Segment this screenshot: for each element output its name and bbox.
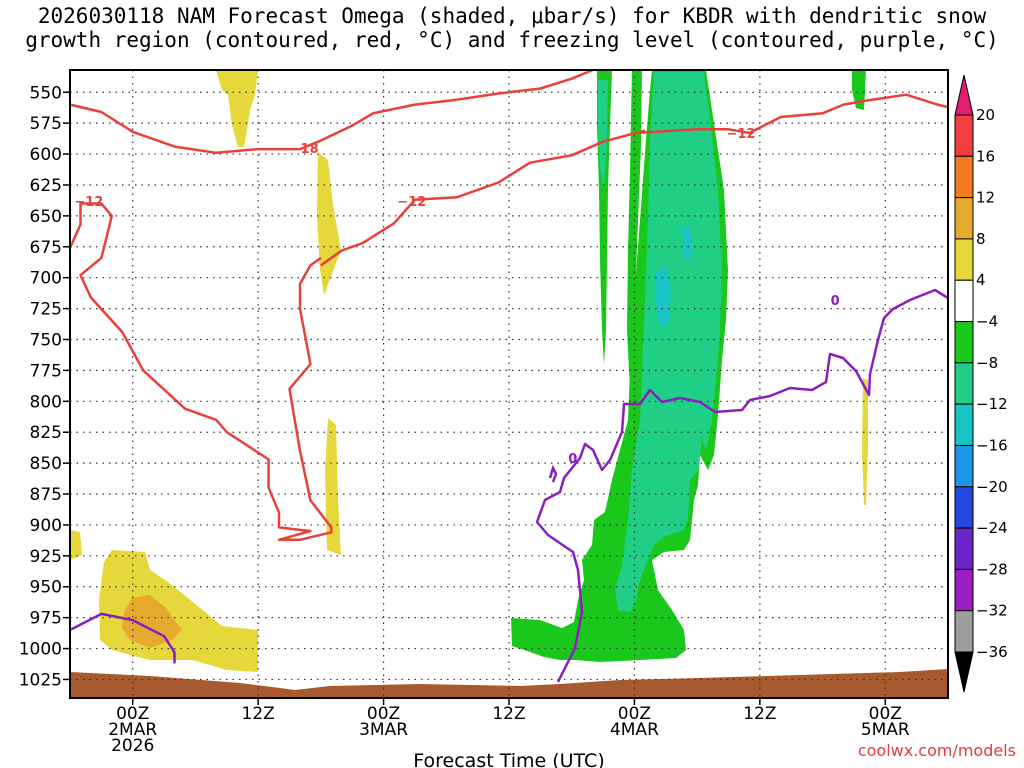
x-tick-label: 2026	[111, 736, 154, 756]
y-tick-label: 600	[30, 145, 62, 165]
colorbar-label: −24	[976, 519, 1008, 537]
omega-shade-yellow	[862, 378, 868, 505]
y-tick-label: 675	[30, 238, 62, 258]
y-tick-label: 750	[30, 330, 62, 350]
omega-shade-yellow	[70, 530, 82, 560]
y-tick-label: 900	[30, 516, 62, 536]
dgz-contour	[68, 202, 333, 542]
dgz-contour-label: −18	[290, 142, 319, 157]
dgz-contour	[320, 129, 646, 267]
credit-text: coolwx.com/models	[858, 741, 1016, 760]
colorbar-label: −8	[976, 354, 998, 372]
colorbar-label: −16	[976, 436, 1008, 454]
colorbar-label: −20	[976, 478, 1008, 496]
omega-shade-yellow	[216, 70, 258, 147]
y-tick-label: 800	[30, 392, 62, 412]
colorbar-swatch	[954, 197, 974, 240]
dgz-contour	[69, 68, 594, 155]
dgz-contour	[634, 93, 949, 135]
colorbar-swatch	[954, 155, 974, 199]
y-tick-label: 700	[30, 269, 62, 289]
dgz-contour-label: −12	[727, 127, 756, 142]
colorbar-swatch	[954, 444, 974, 488]
colorbar-label: 16	[976, 147, 995, 165]
freezing-contour-label: 0	[568, 452, 577, 467]
freezing-contour-label: 0	[831, 294, 840, 309]
omega-shading	[70, 70, 948, 698]
y-tick-label: 650	[30, 207, 62, 227]
y-tick-label: 925	[30, 547, 62, 567]
colorbar-label: 20	[976, 106, 995, 124]
colorbar-label: −36	[976, 643, 1008, 661]
freezing-level-contour	[548, 464, 558, 483]
colorbar-label: 4	[976, 271, 986, 289]
colorbar-label: −28	[976, 560, 1008, 578]
colorbar-swatch	[954, 238, 974, 281]
omega-shade-orange	[122, 595, 182, 648]
colorbar-swatch	[954, 486, 974, 529]
omega-shade-yellow	[325, 418, 341, 555]
omega-shade-yellow	[99, 550, 258, 672]
y-tick-label: 775	[30, 361, 62, 381]
colorbar-swatch	[954, 114, 974, 157]
terrain-band	[70, 669, 948, 698]
colorbar-swatch	[954, 610, 974, 653]
omega-shade-teal	[598, 80, 608, 190]
colorbar-label: −4	[976, 313, 998, 331]
x-tick-label: 5MAR	[861, 720, 910, 740]
x-tick-label: 3MAR	[359, 720, 408, 740]
y-tick-label: 975	[30, 609, 62, 629]
freezing-level-contour	[535, 288, 949, 683]
colorbar-swatch	[954, 279, 974, 323]
dgz-contour-label: −12	[74, 195, 103, 210]
colorbar-label: −32	[976, 602, 1008, 620]
y-tick-label: 575	[30, 114, 62, 134]
omega-shade-cyan	[682, 226, 692, 262]
title-line-1: 2026030118 NAM Forecast Omega (shaded, μ…	[37, 4, 987, 28]
colorbar-label: 12	[976, 189, 995, 207]
title-line-2: growth region (contoured, red, °C) and f…	[25, 28, 999, 52]
colorbar-swatch	[954, 403, 974, 446]
omega-shade-green	[627, 70, 642, 390]
x-tick-label: 2MAR	[108, 720, 157, 740]
chart-title: 2026030118 NAM Forecast Omega (shaded, μ…	[0, 4, 1024, 52]
x-tick-label: 12Z	[242, 704, 275, 724]
omega-shade-teal	[615, 72, 722, 612]
x-tick-label: 4MAR	[610, 720, 659, 740]
x-tick-label: 00Z	[116, 704, 149, 724]
x-tick-label: 12Z	[743, 704, 776, 724]
x-tick-label: 12Z	[492, 704, 525, 724]
colorbar-swatch	[954, 362, 974, 405]
omega-shade-green	[852, 70, 866, 110]
y-tick-label: 550	[30, 83, 62, 103]
colorbar-swatch	[954, 651, 974, 693]
y-tick-label: 1025	[19, 670, 62, 690]
y-tick-label: 850	[30, 454, 62, 474]
omega-shade-cyan	[655, 268, 671, 330]
freezing-level-contour	[69, 612, 176, 664]
y-tick-label: 950	[30, 578, 62, 598]
colorbar-label: −12	[976, 395, 1008, 413]
y-tick-label: 825	[30, 423, 62, 443]
y-tick-label: 1000	[19, 640, 62, 660]
x-tick-label: 00Z	[869, 704, 902, 724]
x-axis-label: Forecast Time (UTC)	[413, 750, 604, 768]
y-tick-label: 875	[30, 485, 62, 505]
x-tick-label: 00Z	[618, 704, 651, 724]
colorbar-swatch	[954, 527, 974, 570]
omega-shade-yellow	[317, 152, 341, 295]
colorbar-swatch	[954, 74, 974, 116]
x-tick-label: 00Z	[367, 704, 400, 724]
colorbar-swatch	[954, 568, 974, 612]
y-tick-label: 625	[30, 176, 62, 196]
plot-frame	[69, 69, 949, 699]
colorbar-label: 8	[976, 230, 986, 248]
dgz-contour-label: −12	[397, 195, 426, 210]
y-tick-label: 725	[30, 300, 62, 320]
colorbar-swatch	[954, 321, 974, 364]
